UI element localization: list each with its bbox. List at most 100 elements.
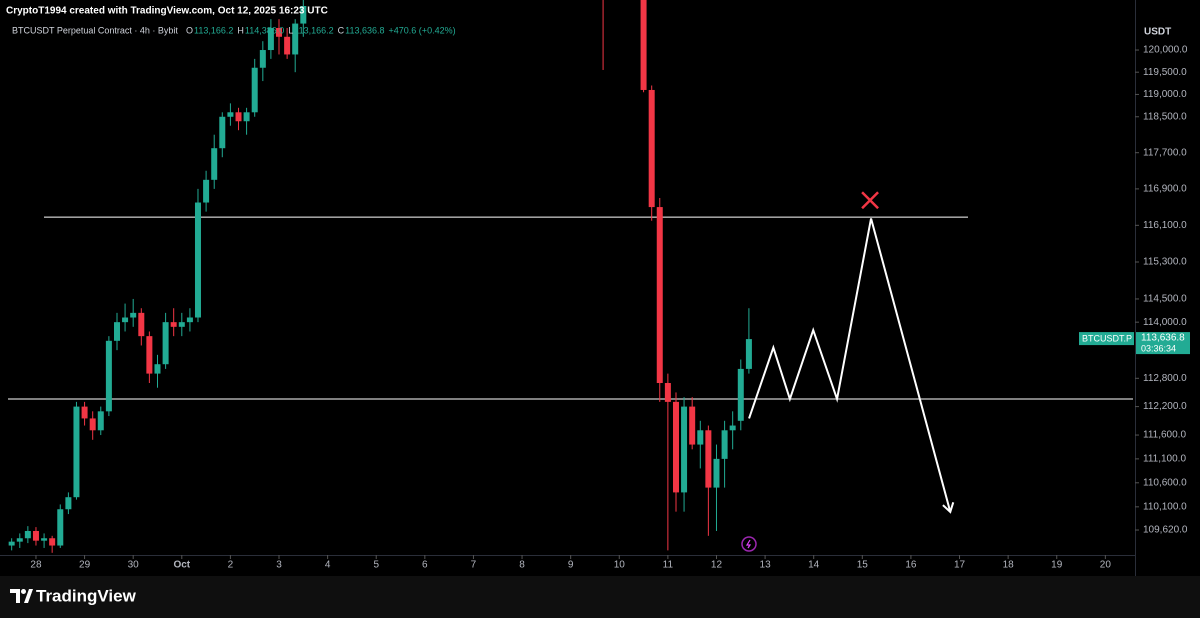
candle-body xyxy=(300,6,307,24)
symbol-label-bg xyxy=(1079,332,1134,346)
x-tick-label: 7 xyxy=(471,560,477,571)
candle-body xyxy=(178,322,185,327)
candle-body xyxy=(122,317,129,323)
x-tick-label: 14 xyxy=(808,560,820,571)
candle-body xyxy=(113,322,120,341)
candle-body xyxy=(16,538,23,542)
x-tick-label: Oct xyxy=(173,560,190,571)
candle-body xyxy=(276,27,283,37)
candle-body xyxy=(138,312,145,337)
candle-body xyxy=(235,112,242,122)
x-tick-label: 3 xyxy=(276,560,282,571)
candle-body xyxy=(105,340,112,412)
candle-body xyxy=(259,50,266,68)
candle-body xyxy=(656,207,663,384)
candle-body xyxy=(705,430,712,488)
candle-body xyxy=(194,202,201,318)
candle-body xyxy=(49,538,56,546)
y-tick-label: 116,100.0 xyxy=(1143,220,1187,231)
candle-body xyxy=(292,23,299,55)
candle-body xyxy=(227,112,234,117)
y-tick-label: 111,100.0 xyxy=(1143,454,1186,465)
y-tick-label: 117,700.0 xyxy=(1143,147,1187,158)
candle-body xyxy=(664,383,671,402)
candle-body xyxy=(41,538,48,541)
rejection-marker xyxy=(861,191,879,210)
arrow-head xyxy=(942,502,955,514)
author-line: CryptoT1994 created with TradingView.com… xyxy=(6,6,328,17)
candle-body xyxy=(672,401,679,493)
ohlc-legend: O 113,166.2 H 114,386.0 L 113,166.2 C 113,636.8… xyxy=(186,25,456,35)
symbol-label: BTCUSDT.P xyxy=(1082,333,1132,343)
y-tick-label: 110,100.0 xyxy=(1143,501,1187,512)
y-tick-label: 112,800.0 xyxy=(1143,373,1187,384)
x-tick-label: 12 xyxy=(711,560,723,571)
plot-area xyxy=(8,0,1133,553)
footer-bar xyxy=(0,576,1200,618)
candle-body xyxy=(640,0,647,90)
ohlc-text: +470.6 (+0.42%) xyxy=(389,25,456,35)
candle-body xyxy=(713,458,720,488)
axis-header xyxy=(1136,20,1200,44)
projection-path xyxy=(748,218,952,513)
candle-body xyxy=(243,112,250,122)
candle-body xyxy=(170,322,177,327)
price-label: 113,636.8 xyxy=(1141,333,1185,344)
x-tick-label: 8 xyxy=(519,560,525,571)
countdown: 03:36:34 xyxy=(1141,343,1176,353)
symbol: BTCUSDT Perpetual Contract · 4h · Bybit xyxy=(12,25,178,35)
ohlc-text: 113,166.2 xyxy=(294,25,333,35)
x-tick-label: 29 xyxy=(79,560,91,571)
y-tick-label: 110,600.0 xyxy=(1143,477,1187,488)
x-tick-label: 28 xyxy=(30,560,42,571)
candle-body xyxy=(267,27,274,51)
y-tick-label: 112,200.0 xyxy=(1143,401,1187,412)
ohlc-text: 113,166.2 xyxy=(194,25,233,35)
ohlc-text: 114,386.0 xyxy=(245,25,284,35)
x-tick-label: 17 xyxy=(954,560,966,571)
ohlc-text: C xyxy=(338,25,345,35)
x-tick-label: 6 xyxy=(422,560,428,571)
ohlc-text: H xyxy=(237,25,244,35)
candle-body xyxy=(89,418,96,431)
y-tick-label: 114,500.0 xyxy=(1143,294,1187,305)
candle-body xyxy=(729,425,736,431)
logo xyxy=(10,589,33,603)
candle-body xyxy=(186,317,193,323)
ohlc-text: 113,636.8 xyxy=(345,25,384,35)
candle-body xyxy=(32,530,39,541)
candle-body xyxy=(203,179,210,203)
x-tick-label: 9 xyxy=(568,560,574,571)
candle-body xyxy=(721,430,728,459)
candle-body xyxy=(211,148,218,180)
y-tick-label: 116,900.0 xyxy=(1143,184,1187,195)
candle-body xyxy=(162,322,169,365)
candle-body xyxy=(689,406,696,445)
x-tick-label: 20 xyxy=(1100,560,1112,571)
y-tick-label: 118,500.0 xyxy=(1143,111,1187,122)
candle-body xyxy=(130,312,137,318)
candle-body xyxy=(697,430,704,445)
x-tick-label: 5 xyxy=(373,560,379,571)
candle-body xyxy=(284,36,291,55)
x-tick-label: 11 xyxy=(663,560,674,571)
ohlc-text: L xyxy=(288,25,293,35)
y-tick-label: 120,000.0 xyxy=(1143,45,1188,56)
candle-body xyxy=(8,541,15,546)
x-tick-label: 16 xyxy=(905,560,917,571)
candle-body xyxy=(65,497,72,510)
candle-body xyxy=(146,336,153,374)
x-tick-label: 15 xyxy=(857,560,869,571)
candle-body xyxy=(57,509,64,546)
currency: USDT xyxy=(1144,27,1171,38)
y-tick-label: 119,000.0 xyxy=(1143,89,1187,100)
candle-body xyxy=(81,406,88,419)
x-tick-label: 4 xyxy=(325,560,331,571)
x-tick-label: 30 xyxy=(128,560,140,571)
overlay: BTCUSDT.P 113,636.803:36:34 xyxy=(1079,332,1190,355)
candle-body xyxy=(219,116,226,149)
y-tick-label: 115,300.0 xyxy=(1143,257,1187,268)
candle-body xyxy=(154,364,161,374)
